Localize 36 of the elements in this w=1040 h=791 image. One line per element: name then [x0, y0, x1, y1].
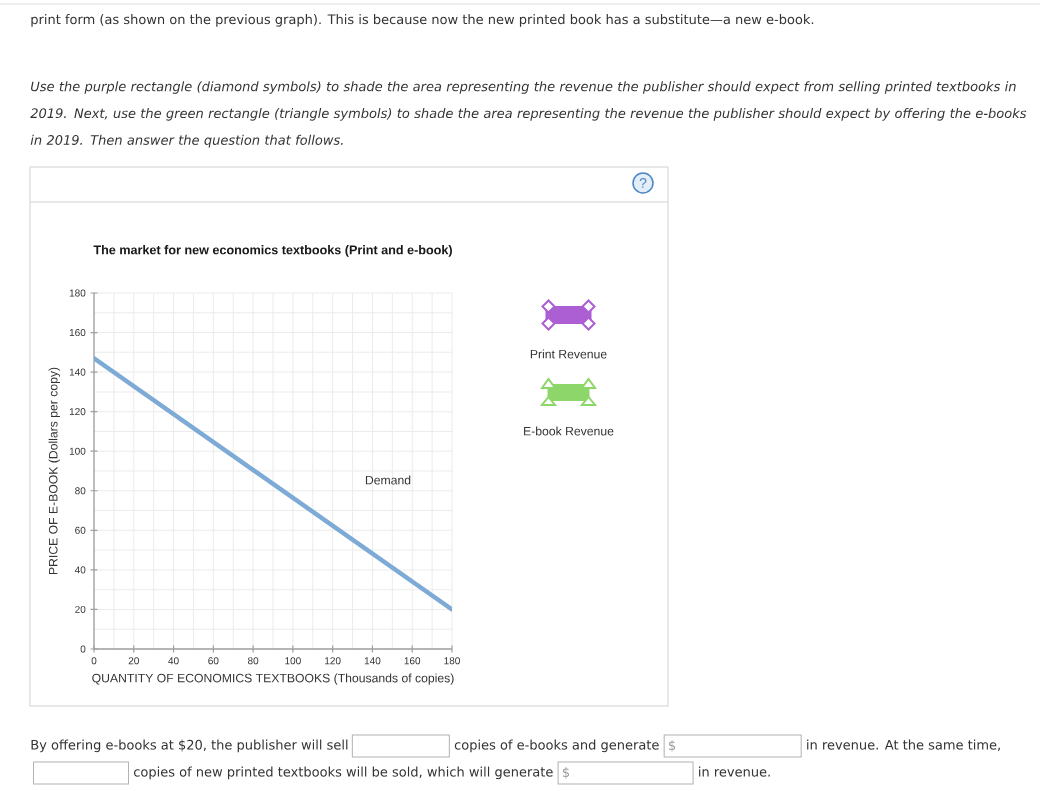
y-tick-label: 180: [69, 289, 86, 297]
text: copies of e-books and generate: [454, 739, 659, 753]
y-tick-label: 20: [75, 605, 86, 613]
text: $: [562, 767, 570, 779]
x-tick-label: 60: [208, 657, 219, 665]
x-tick-label: 0: [91, 657, 97, 665]
text: in revenue. At the same time,: [807, 739, 1000, 751]
y-tick-label: 0: [80, 645, 86, 653]
y-tick-label: 80: [75, 487, 86, 495]
text: print form (as shown on the previous graph). This is because now the new printed book has a substitute—a new e-book.: [31, 14, 814, 27]
text: $: [669, 740, 676, 752]
y-tick-label: 120: [69, 408, 86, 416]
text: ?: [639, 178, 647, 188]
x-tick-label: 140: [364, 657, 381, 665]
y-tick-label: 60: [75, 526, 86, 534]
y-tick-label: 40: [74, 566, 86, 574]
y-tick-label: 100: [69, 447, 86, 455]
text: Use the purple rectangle (diamond symbols) to shade the area representing the revenue the publisher should expect from selling printed textbooks in 2019. Next, use the green rectangle (triangle symbols) to shade the area representing the revenue the publisher should expect by offering the e-books in 2019. Then answer the question that follows.: [30, 81, 1027, 148]
chart-title: The market for new economics textbooks (Print and e-book): [93, 245, 452, 257]
x-tick-label: 80: [247, 657, 259, 665]
text: copies of new printed textbooks will be sold, which will generate: [133, 766, 553, 780]
y-tick-label: 160: [69, 329, 86, 337]
text: Print Revenue: [530, 349, 607, 359]
x-tick-label: 120: [325, 657, 341, 665]
y-tick-label: 140: [69, 368, 86, 376]
text: in revenue.: [699, 766, 770, 777]
annotation: Demand: [365, 475, 411, 485]
x-tick-label: 160: [404, 657, 421, 665]
x-tick-label: 20: [128, 657, 139, 665]
text: By offering e-books at $20, the publisher will sell: [31, 739, 348, 753]
x-tick-label: 180: [444, 657, 460, 665]
y-axis-title: PRICE OF E-BOOK (Dollars per copy): [48, 367, 60, 575]
text: E-book Revenue: [524, 426, 614, 436]
x-tick-label: 40: [168, 657, 179, 665]
x-tick-label: 100: [285, 657, 301, 665]
x-axis-title: QUANTITY OF ECONOMICS TEXTBOOKS (Thousands of copies): [92, 673, 454, 685]
